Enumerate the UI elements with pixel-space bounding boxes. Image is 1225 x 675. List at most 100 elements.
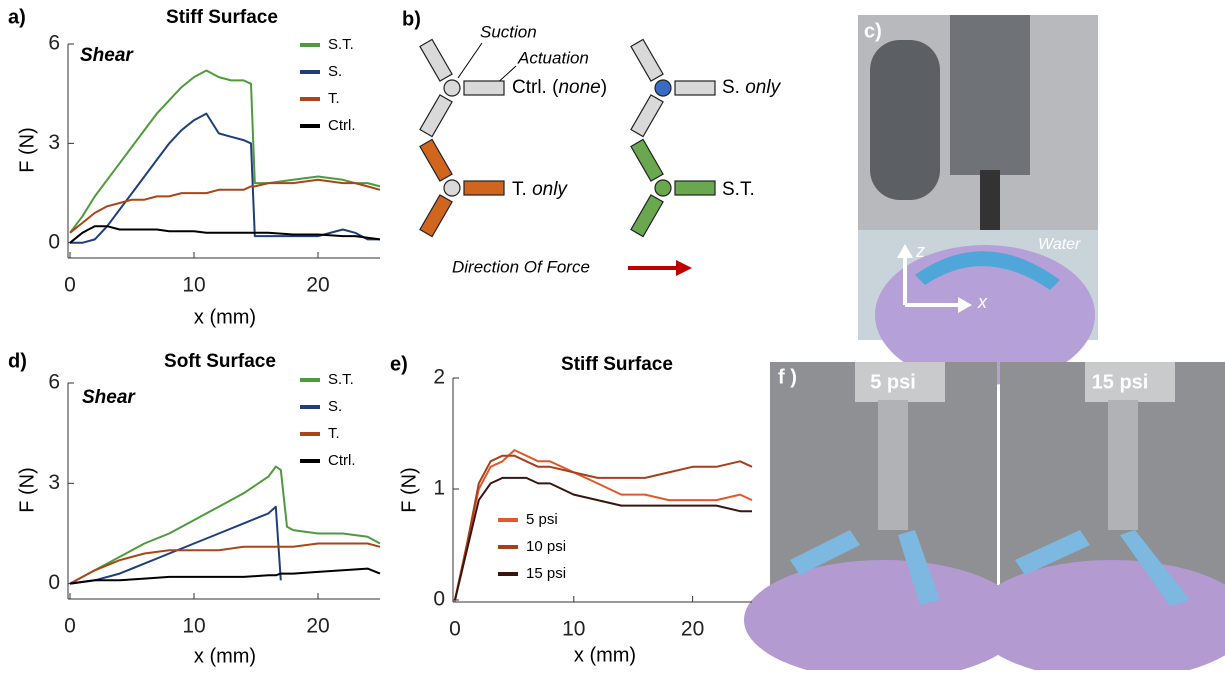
water-label: Water: [1038, 236, 1081, 253]
panel-label: f ): [778, 366, 797, 388]
actuator-arm: [463, 80, 505, 96]
actuator-arm: [463, 180, 505, 196]
gripper: [915, 251, 1060, 290]
x-tick-label: 10: [182, 615, 205, 638]
series-line: [69, 178, 381, 234]
actuator-arm: [419, 194, 453, 238]
series-line: [69, 69, 381, 234]
y-tick-label: 0: [48, 230, 60, 253]
actuator-arm: [419, 38, 453, 82]
legend-label: 10 psi: [526, 538, 566, 555]
x-tick-label: 0: [64, 615, 76, 638]
config-label: T. only: [512, 179, 568, 200]
gripper: [1015, 530, 1190, 606]
panel-label: a): [8, 6, 26, 28]
panel-label: b): [402, 8, 421, 30]
gripper-mount: [980, 170, 1000, 240]
actuator-arm: [419, 94, 453, 138]
legend-label: 5 psi: [526, 511, 558, 528]
x-tick-label: 20: [306, 615, 329, 638]
x-tick-label: 10: [182, 274, 205, 297]
chart-title: Stiff Surface: [561, 354, 673, 375]
label-part: only: [532, 179, 568, 200]
actuator-arm: [630, 138, 664, 182]
rod: [878, 400, 908, 530]
pointer: [457, 42, 483, 79]
suction-cup: [654, 179, 672, 197]
y-tick-label: 3: [48, 471, 60, 494]
legend-label: Ctrl.: [328, 117, 356, 134]
actuator-arm: [630, 194, 664, 238]
legend-label: S.T.: [328, 36, 354, 53]
mount: [1085, 362, 1175, 402]
x-tick-label: 0: [64, 274, 76, 297]
panel-label: c): [864, 20, 882, 42]
y-tick-label: 0: [48, 571, 60, 594]
suction-cup: [654, 79, 672, 97]
axis-label: x: [977, 292, 988, 312]
legend-label: Ctrl.: [328, 452, 356, 469]
chart-title: Stiff Surface: [166, 7, 278, 28]
force-arrow-head: [676, 260, 692, 276]
robot-joint: [870, 40, 940, 200]
gripper: [790, 530, 940, 605]
label-part: T.: [512, 179, 532, 200]
x-tick-label: 20: [306, 274, 329, 297]
y-axis-label: F (N): [16, 467, 38, 513]
annotation: Shear: [80, 45, 134, 66]
config-label: S.T.: [722, 179, 755, 200]
series-line: [69, 542, 381, 585]
legend-label: T.: [328, 90, 340, 107]
y-tick-label: 3: [48, 131, 60, 154]
y-axis-label: F (N): [398, 467, 420, 513]
series-line: [454, 454, 753, 601]
direction-label: Direction Of Force: [452, 257, 590, 276]
x-axis-label: x (mm): [574, 644, 636, 666]
x-axis-label: x (mm): [194, 306, 256, 328]
series-line: [69, 225, 381, 244]
x-axis-label: x (mm): [194, 645, 256, 667]
config-label: S. only: [722, 77, 782, 98]
series-line: [454, 476, 752, 601]
mount: [855, 362, 945, 402]
axis-arrow-head: [897, 244, 913, 258]
suction-cup: [443, 179, 461, 197]
legend-label: S.: [328, 398, 342, 415]
pressure-label: 15 psi: [1092, 371, 1149, 393]
series-line: [69, 505, 282, 585]
robot-arm: [950, 15, 1030, 175]
actuator-arm: [419, 138, 453, 182]
photo-c: z x Water c): [858, 15, 1098, 385]
config-label: Ctrl. (none): [512, 77, 607, 98]
suction-label: Suction: [480, 22, 537, 41]
series-line: [69, 567, 381, 585]
actuator-arm: [630, 38, 664, 82]
chart: 0 3 6 0 10 20 Stiff Surface a) Shear F (N) x (mm) S…: [8, 6, 381, 328]
diagram: b) Suction Actuation Ctrl. (none) S. onl…: [402, 8, 782, 276]
y-tick-label: 6: [48, 371, 60, 394]
legend-label: T.: [328, 425, 340, 442]
axis-arrow-head: [958, 297, 972, 313]
suction-cup: [443, 79, 461, 97]
y-tick-label: 6: [48, 32, 60, 55]
pressure-label: 5 psi: [870, 371, 916, 393]
x-tick-label: 0: [449, 618, 461, 641]
actuator-arm: [674, 80, 716, 96]
actuator-arm: [630, 94, 664, 138]
y-tick-label: 1: [433, 477, 445, 500]
legend-label: S.T.: [328, 371, 354, 388]
dome: [744, 560, 1024, 675]
actuator-arm: [674, 180, 716, 196]
photo-f: 5 psi 15 psi f ): [744, 362, 1225, 675]
panel-label: d): [8, 350, 27, 372]
series-line: [69, 465, 381, 585]
label-part: only: [745, 77, 781, 98]
legend-label: S.: [328, 63, 342, 80]
label-part: S.: [722, 77, 745, 98]
rod: [1108, 400, 1138, 530]
y-tick-label: 0: [433, 588, 445, 611]
chart: 0 3 6 0 10 20 Soft Surface d) Shear F (N) x (mm) S.…: [8, 350, 381, 667]
y-tick-label: 2: [433, 366, 445, 389]
panel-label: e): [390, 353, 408, 375]
